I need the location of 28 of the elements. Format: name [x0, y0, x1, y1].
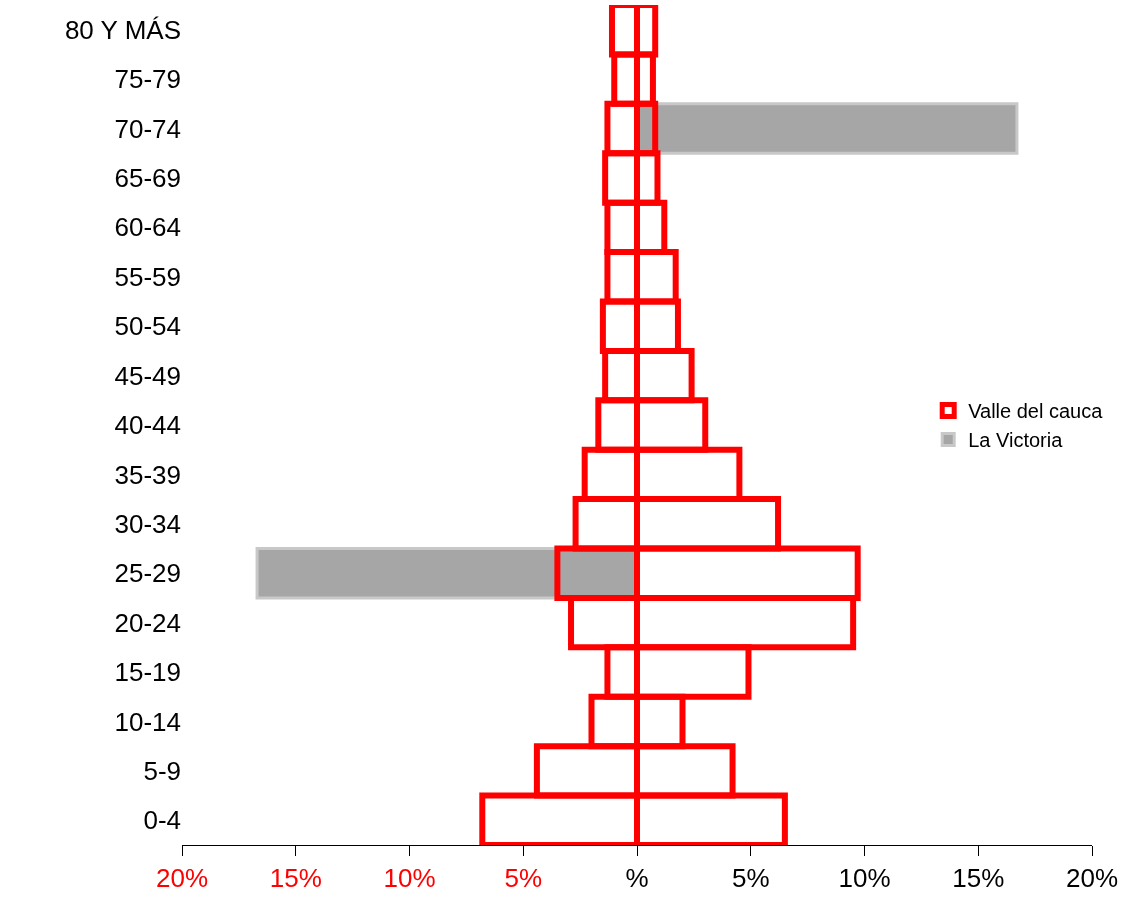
- y-tick-label: 40-44: [114, 410, 181, 441]
- y-tick-label: 50-54: [114, 311, 181, 342]
- y-tick-label: 20-24: [114, 607, 181, 638]
- x-tick-label: 5%: [504, 863, 543, 894]
- y-tick-label: 60-64: [114, 212, 181, 243]
- x-tick-label: 5%: [731, 863, 770, 894]
- legend-label: Valle del cauca: [968, 400, 1104, 423]
- x-tick-label: 10%: [838, 863, 891, 894]
- legend-label: La Victoria: [968, 429, 1064, 452]
- y-tick-label: 35-39: [114, 459, 181, 490]
- y-tick-label: 70-74: [114, 113, 181, 144]
- y-tick-label: 30-34: [114, 508, 181, 539]
- y-tick-label: 10-14: [114, 706, 181, 737]
- x-tick-label: 10%: [383, 863, 436, 894]
- y-tick-label: 55-59: [114, 261, 181, 292]
- y-tick-label: 0-4: [143, 805, 181, 836]
- x-tick-label: 15%: [952, 863, 1005, 894]
- x-tick-label: 15%: [269, 863, 322, 894]
- y-tick-label: 25-29: [114, 558, 181, 589]
- x-tick-label: %: [625, 863, 649, 894]
- x-tick-label: 20%: [1065, 863, 1119, 894]
- y-tick-label: 5-9: [143, 755, 181, 786]
- y-tick-label: 80 Y MÁS: [64, 14, 181, 45]
- y-tick-label: 75-79: [114, 64, 181, 95]
- x-tick-label: 20%: [155, 863, 209, 894]
- y-tick-label: 15-19: [114, 657, 181, 688]
- y-tick-label: 65-69: [114, 163, 181, 194]
- y-tick-label: 45-49: [114, 360, 181, 391]
